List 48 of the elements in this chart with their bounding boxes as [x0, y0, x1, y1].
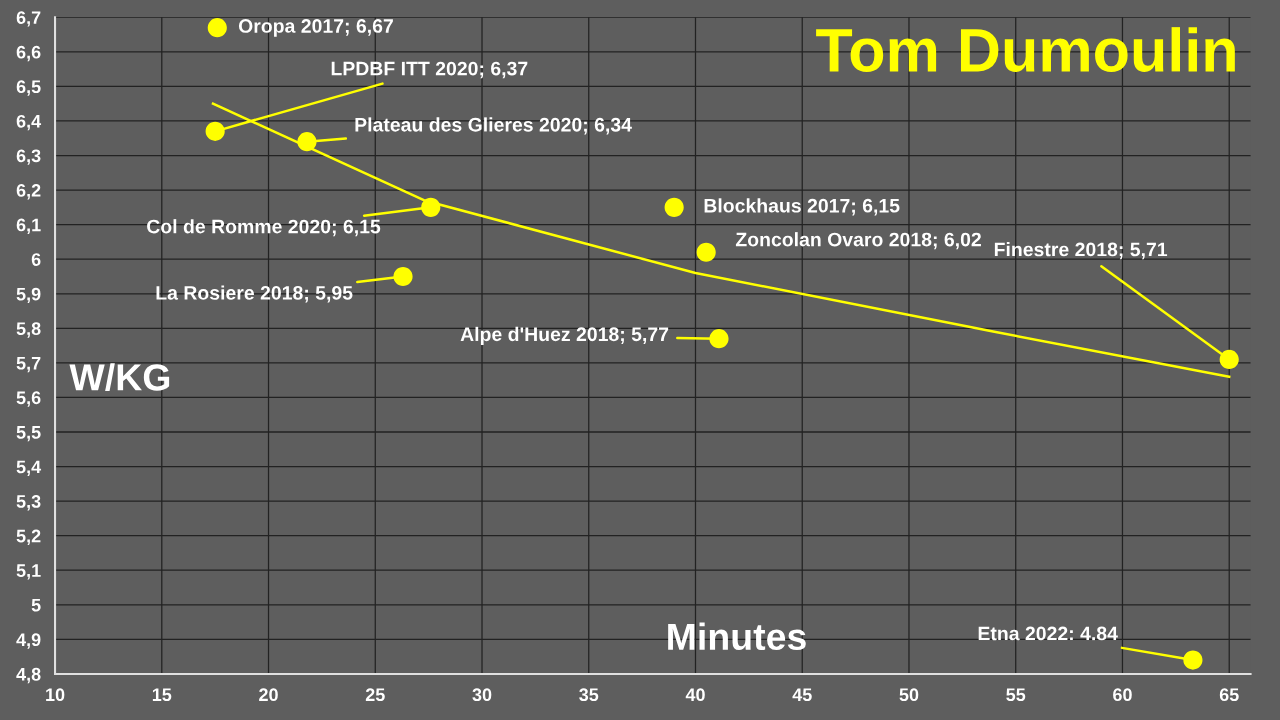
- y-tick-label: 4,8: [16, 667, 41, 684]
- point: [696, 242, 716, 262]
- y-tick-label: 6: [31, 253, 41, 266]
- y-tick-label: 4,9: [16, 633, 41, 649]
- annotation: LPDBF ITT 2020; 6,37: [331, 61, 528, 79]
- x-tick-label: 45: [792, 688, 812, 702]
- y-tick-label: 5: [31, 598, 41, 612]
- annotation: Blockhaus 2017; 6,15: [704, 198, 900, 216]
- annotation: La Rosiere 2018; 5,95: [156, 285, 353, 303]
- x-tick-label: 25: [365, 688, 385, 702]
- y-tick-label: 6,2: [16, 184, 41, 200]
- x-tick-label: 10: [46, 688, 65, 702]
- y-tick-label: 6,6: [16, 45, 41, 62]
- y-tick-label: 5,2: [16, 529, 41, 546]
- y-tick-label: 5,4: [16, 460, 42, 476]
- y-tick-label: 6,1: [16, 218, 41, 234]
- annotation: Finestre 2018; 5,71: [994, 242, 1168, 260]
- annotation: Col de Romme 2020; 6,15: [147, 219, 381, 237]
- y-tick-label: 5,8: [16, 322, 41, 338]
- x-tick-label: 60: [1113, 688, 1132, 702]
- x-tick-label: 40: [685, 688, 705, 702]
- y-tick-label: 6,4: [16, 114, 42, 131]
- y-tick-label: 5,5: [16, 426, 41, 442]
- x-tick-label: 30: [472, 688, 492, 702]
- y-tick-label: 5,7: [16, 357, 41, 373]
- y-tick-label: 5,6: [16, 391, 41, 407]
- y-tick-label: 6,5: [16, 80, 41, 96]
- y-tick-label: 6,7: [16, 11, 41, 27]
- x-tick-label: 35: [579, 688, 599, 702]
- y-tick-label: 6,3: [16, 149, 41, 165]
- annotation: Oropa 2017; 6,67: [238, 19, 393, 37]
- annotation: Plateau des Glieres 2020; 6,34: [355, 117, 632, 135]
- x-tick-label: 50: [899, 688, 919, 702]
- point: [207, 18, 227, 38]
- annotation: Etna 2022: 4.84: [978, 626, 1118, 641]
- y-tick-label: 5,9: [16, 287, 41, 304]
- annotation: Zoncolan Ovaro 2018; 6,02: [735, 232, 981, 250]
- x-tick-label: 55: [1006, 688, 1026, 702]
- chart-title: Tom Dumoulin: [816, 27, 1235, 73]
- x-axis-title: Minutes: [668, 622, 806, 651]
- annotation: Alpe d'Huez 2018; 5,77: [460, 326, 669, 345]
- y-axis-title: W/KG: [69, 363, 170, 392]
- point: [664, 197, 684, 217]
- y-tick-label: 5,1: [16, 564, 41, 580]
- y-tick-label: 5,3: [16, 495, 41, 511]
- x-tick-label: 65: [1219, 688, 1239, 702]
- x-tick-label: 15: [152, 688, 172, 702]
- x-tick-label: 20: [259, 688, 278, 702]
